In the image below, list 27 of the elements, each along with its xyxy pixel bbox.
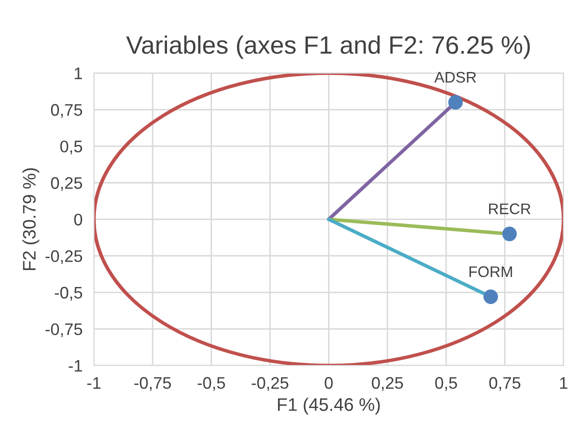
series-label: FORM (470, 266, 512, 278)
point (448, 95, 463, 110)
y-tick-label: -0,5 (54, 286, 82, 301)
x-tick-label: -0,75 (134, 377, 171, 391)
point (483, 290, 498, 304)
x-tick-label: 0 (324, 377, 333, 389)
series-label: RECR (489, 203, 530, 214)
x-tick-label: 0,75 (489, 377, 520, 391)
y-tick-label: 1 (74, 68, 82, 80)
x-tick-label: -0,5 (198, 377, 225, 391)
y-tick-label: 0 (74, 214, 82, 226)
y-tick-label: 0,5 (60, 140, 82, 154)
x-axis-title: F1 (45.46 %) (278, 398, 380, 415)
x-tick-label: 1 (560, 377, 568, 389)
x-tick-label: 0,5 (435, 377, 458, 391)
point (502, 226, 517, 242)
y-tick-label: -0,75 (46, 323, 82, 338)
series-label: ADSR (434, 72, 476, 83)
y-tick-label: -0,25 (46, 250, 82, 264)
y-tick-label: 0,75 (51, 104, 82, 118)
x-tick-label: -0,25 (252, 377, 288, 391)
chart-title: Variables (axes F1 and F2: 76.25 %) (126, 36, 530, 59)
x-tick-label: -1 (87, 377, 101, 389)
x-tick-label: 0,25 (372, 377, 403, 391)
y-axis-title: F2 (30.79 %) (22, 168, 40, 270)
y-tick-label: -1 (68, 360, 82, 372)
y-tick-label: 0,25 (51, 177, 82, 191)
